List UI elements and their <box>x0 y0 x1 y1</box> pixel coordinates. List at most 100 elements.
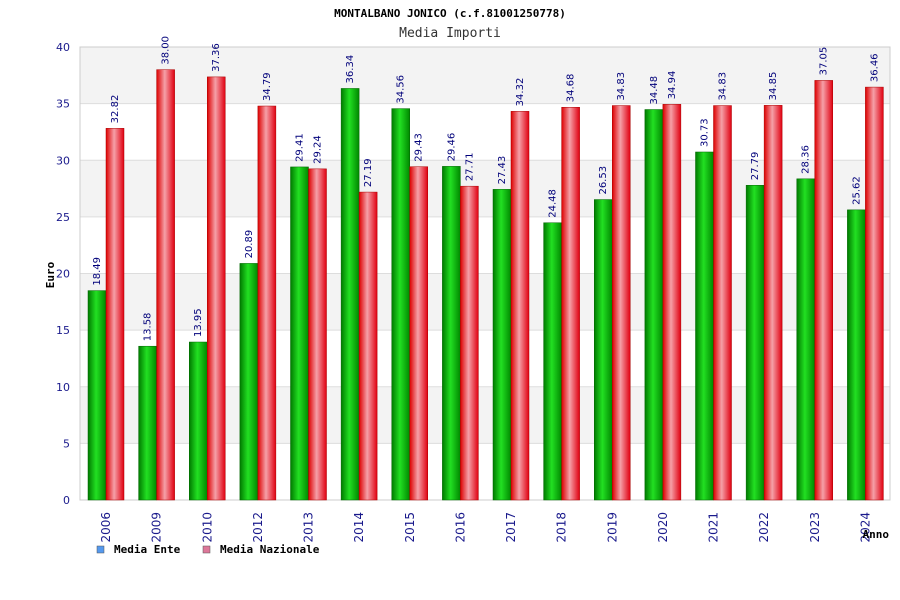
x-tick-label: 2015 <box>403 512 417 543</box>
x-axis-ticks: 2006 2009 2010 2012 2013 2014 2015 2016 2017 2018… <box>99 512 872 543</box>
bar-media-nazionale-2014 <box>358 191 378 501</box>
y-tick-label: 10 <box>56 381 70 394</box>
bar-media-nazionale-2020 <box>662 104 682 501</box>
bar-media-nazionale-2010 <box>207 76 226 501</box>
data-label: 36.34 <box>345 55 356 84</box>
x-tick-label: 2020 <box>656 512 670 543</box>
y-tick-label: 30 <box>56 154 70 167</box>
bar-media-ente-2009 <box>138 345 157 501</box>
bar-media-ente-2021 <box>695 151 714 501</box>
bar-media-ente-2012 <box>239 263 259 501</box>
bar-media-nazionale-2021 <box>713 105 732 501</box>
bar-media-nazionale-2019 <box>612 105 631 501</box>
chart-subtitle: Media Importi <box>399 26 501 41</box>
data-label: 24.48 <box>548 189 559 218</box>
bar-media-nazionale-2012 <box>257 105 277 501</box>
x-tick-label: 2022 <box>757 512 771 543</box>
x-tick-label: 2024 <box>858 512 872 543</box>
x-axis-label: Anno <box>863 528 890 541</box>
chart-title: MONTALBANO JONICO (c.f.81001250778) <box>334 7 566 20</box>
legend-swatch-media-ente <box>96 545 105 554</box>
bar-media-ente-2024 <box>847 209 866 501</box>
bar-media-ente-2010 <box>189 341 208 501</box>
data-label: 37.05 <box>819 47 830 76</box>
data-label: 27.79 <box>750 152 761 181</box>
data-label: 29.41 <box>295 133 306 162</box>
x-tick-label: 2018 <box>555 512 569 543</box>
bar-media-ente-2014 <box>340 88 360 501</box>
data-label: 13.58 <box>143 313 154 342</box>
legend-label-media-ente: Media Ente <box>114 543 181 556</box>
x-tick-label: 2014 <box>352 512 366 543</box>
data-label: 27.19 <box>363 158 374 187</box>
bar-media-nazionale-2022 <box>763 105 783 501</box>
x-tick-label: 2013 <box>302 512 316 543</box>
data-label: 34.94 <box>667 71 678 100</box>
data-label: 26.53 <box>598 166 609 195</box>
data-label: 25.62 <box>851 176 862 205</box>
y-tick-label: 20 <box>56 268 70 281</box>
bar-media-ente-2022 <box>745 185 765 501</box>
y-tick-label: 15 <box>56 324 70 337</box>
data-label: 30.73 <box>700 118 711 147</box>
data-label: 29.24 <box>313 135 324 164</box>
data-label: 29.43 <box>414 133 425 162</box>
bar-media-nazionale-2006 <box>105 128 125 501</box>
data-label: 37.36 <box>211 43 222 72</box>
bar-media-nazionale-2015 <box>409 166 428 501</box>
x-tick-label: 2019 <box>605 512 619 543</box>
bar-media-ente-2019 <box>594 199 613 501</box>
x-tick-label: 2023 <box>808 512 822 543</box>
y-tick-label: 5 <box>63 437 70 450</box>
plot-border <box>79 46 891 501</box>
x-tick-label: 2010 <box>200 512 214 543</box>
data-label: 34.83 <box>718 72 729 101</box>
bar-media-ente-2018 <box>543 222 562 501</box>
x-tick-label: 2009 <box>150 512 164 543</box>
bar-media-nazionale-2017 <box>510 111 530 501</box>
data-label: 29.46 <box>446 133 457 162</box>
y-tick-label: 40 <box>56 41 70 54</box>
y-tick-label: 35 <box>56 98 70 111</box>
data-label: 34.56 <box>396 75 407 104</box>
legend: Media Ente Media Nazionale <box>96 543 320 556</box>
data-label: 36.46 <box>869 53 880 82</box>
bar-media-ente-2016 <box>442 166 461 501</box>
x-tick-label: 2012 <box>251 512 265 543</box>
bar-media-ente-2017 <box>492 189 512 501</box>
legend-swatch-media-nazionale <box>202 545 211 554</box>
y-axis-label: Euro <box>44 261 57 288</box>
legend-label-media-nazionale: Media Nazionale <box>220 543 320 556</box>
bars: 18.49 32.82 13.58 38.00 13.95 37.36 20.89 34.79… <box>87 36 884 501</box>
bar-media-ente-2023 <box>796 178 815 501</box>
data-label: 18.49 <box>92 257 103 286</box>
y-axis-ticks: 0 5 10 15 20 25 30 35 40 <box>56 41 70 507</box>
x-tick-label: 2021 <box>707 512 721 543</box>
data-label: 34.85 <box>768 72 779 101</box>
data-label: 34.32 <box>515 78 526 107</box>
bar-media-nazionale-2023 <box>814 80 833 501</box>
y-tick-label: 0 <box>63 494 70 507</box>
bar-media-nazionale-2016 <box>460 185 479 501</box>
bar-media-nazionale-2024 <box>865 86 884 501</box>
data-label: 32.82 <box>110 95 121 124</box>
bar-media-ente-2006 <box>87 290 107 501</box>
x-tick-label: 2006 <box>99 512 113 543</box>
x-tick-label: 2017 <box>504 512 518 543</box>
data-label: 28.36 <box>801 145 812 174</box>
data-label: 38.00 <box>161 36 172 65</box>
data-label: 34.68 <box>566 74 577 103</box>
bar-media-nazionale-2009 <box>156 69 175 501</box>
data-label: 34.48 <box>649 76 660 105</box>
x-tick-label: 2016 <box>453 512 467 543</box>
bar-media-ente-2013 <box>290 166 309 501</box>
bar-media-nazionale-2018 <box>561 106 580 501</box>
data-label: 13.95 <box>193 308 204 337</box>
bar-media-ente-2015 <box>391 108 410 501</box>
data-label: 27.71 <box>464 153 475 182</box>
data-label: 34.83 <box>616 72 627 101</box>
bar-media-ente-2020 <box>644 109 664 501</box>
bar-media-nazionale-2013 <box>308 168 327 501</box>
data-label: 20.89 <box>244 230 255 259</box>
